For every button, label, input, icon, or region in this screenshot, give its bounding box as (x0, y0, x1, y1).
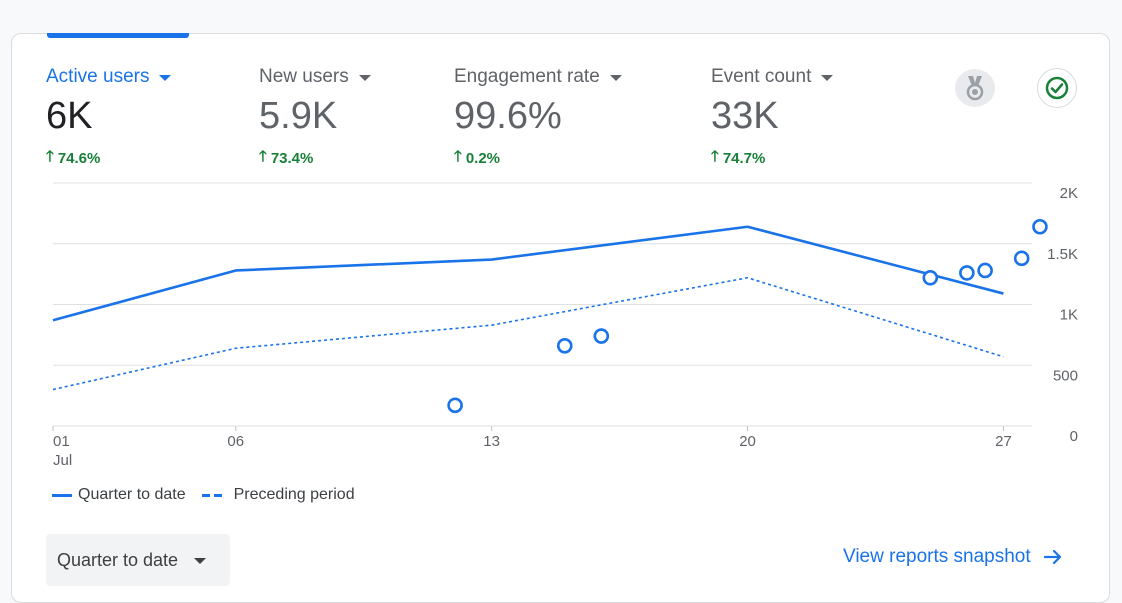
insights-badge-icon[interactable] (955, 69, 995, 107)
chevron-down-icon (194, 558, 207, 564)
x-tick-label: 06 (227, 433, 244, 450)
metric-tab-new-users[interactable]: New users 5.9K 🡑 73.4% (259, 66, 371, 171)
metric-label: Active users (46, 66, 150, 87)
view-reports-snapshot-link[interactable]: View reports snapshot (843, 546, 1063, 568)
metric-change: 🡑 73.4% (259, 146, 371, 171)
chevron-down-icon (159, 75, 172, 81)
chevron-down-icon (609, 75, 622, 81)
series-line-preceding-period (52, 276, 1004, 391)
anomaly-marker (593, 328, 610, 344)
metric-value: 5.9K (259, 95, 338, 137)
metric-tab-engagement-rate[interactable]: Engagement rate 99.6% 🡑 0.2% (454, 66, 622, 171)
metric-label: New users (259, 66, 349, 87)
chevron-down-icon (821, 75, 834, 81)
metric-label: Event count (711, 66, 812, 87)
legend-swatch-solid (52, 493, 72, 497)
metric-tab-active-users[interactable]: Active users 6K 🡑 74.6% (46, 66, 172, 171)
arrow-up-icon: 🡑 (454, 148, 462, 165)
arrow-right-icon (1043, 549, 1061, 565)
link-label: View reports snapshot (843, 546, 1031, 567)
metric-change: 🡑 74.7% (711, 146, 833, 171)
anomaly-marker (1013, 250, 1030, 267)
x-tick-label: 13 (483, 433, 500, 450)
y-tick-label: 500 (1053, 367, 1078, 384)
chevron-down-icon (358, 75, 371, 81)
metric-value: 6K (46, 95, 93, 137)
legend-label-previous: Preceding period (233, 486, 355, 503)
y-tick-label: 2K (1060, 185, 1078, 202)
metric-change: 🡑 0.2% (454, 146, 622, 171)
metrics-card (11, 33, 1110, 603)
anomaly-marker (556, 338, 573, 354)
anomaly-marker (922, 269, 939, 286)
x-tick-label: 27 (995, 433, 1012, 450)
arrow-up-icon: 🡑 (46, 148, 54, 165)
legend-label-current: Quarter to date (78, 486, 186, 503)
x-tick-sublabel: Jul (53, 452, 72, 469)
y-tick-label: 1K (1060, 307, 1078, 324)
metric-tab-event-count[interactable]: Event count 33K 🡑 74.7% (711, 66, 834, 171)
anomaly-marker (959, 265, 975, 281)
legend-swatch-dashed (201, 493, 222, 497)
metric-change: 🡑 74.6% (46, 146, 171, 171)
anomaly-marker (1032, 218, 1048, 235)
metric-value: 99.6% (454, 95, 562, 137)
date-range-dropdown[interactable]: Quarter to date (46, 534, 230, 586)
x-tick-label: 01 (53, 433, 70, 450)
metric-value: 33K (711, 95, 779, 137)
y-tick-label: 0 (1070, 428, 1078, 445)
anomaly-marker (447, 397, 463, 414)
active-tab-indicator (47, 33, 189, 38)
arrow-up-icon: 🡑 (711, 148, 719, 165)
arrow-up-icon: 🡑 (259, 148, 267, 165)
y-tick-label: 1.5K (1047, 246, 1078, 263)
check-circle-icon[interactable] (1037, 68, 1077, 108)
anomaly-marker (977, 262, 993, 279)
series-line-quarter-to-date (52, 225, 1004, 322)
line-chart: 2K 1.5K 1K 500 0 01 06 13 20 27 Jul (52, 182, 1078, 469)
chart-legend: Quarter to date Preceding period (52, 486, 355, 504)
date-range-label: Quarter to date (57, 549, 179, 570)
metric-label: Engagement rate (454, 66, 600, 87)
x-tick-label: 20 (739, 433, 756, 450)
